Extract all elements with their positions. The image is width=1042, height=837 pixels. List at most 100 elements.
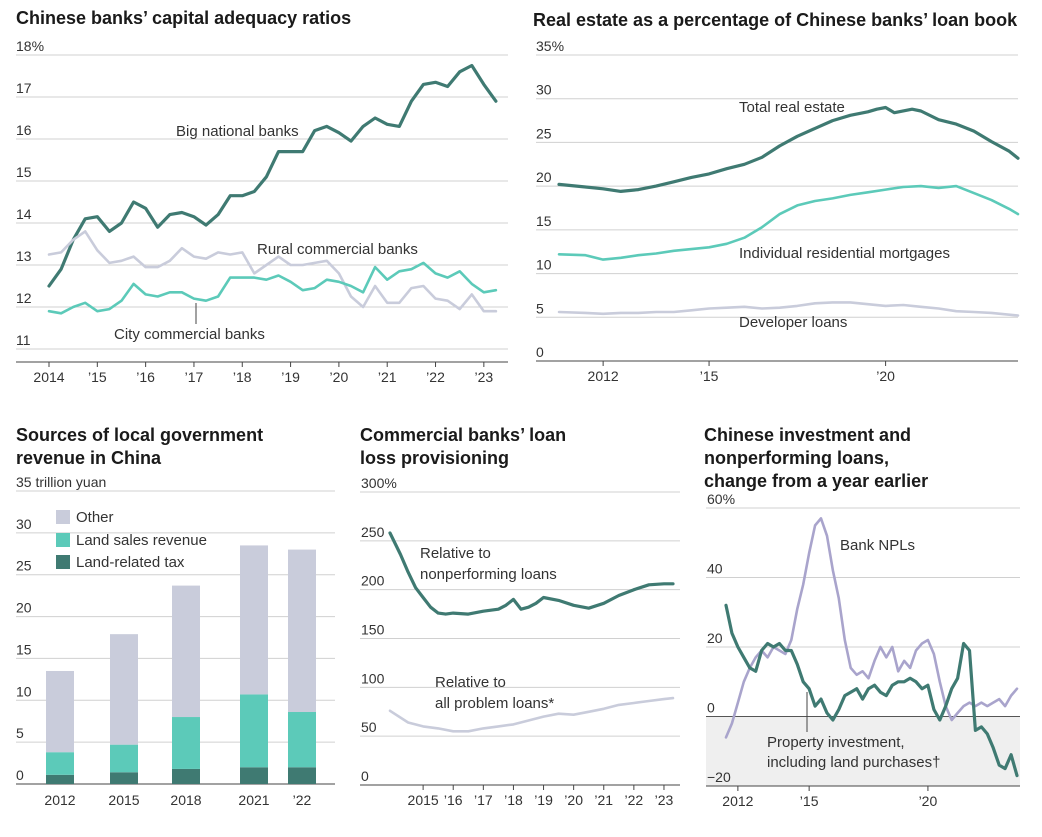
legend-label: Other [76, 509, 114, 526]
x-tick-label: ’23 [474, 369, 493, 385]
annotation-individual-mortgages: Individual residential mortgages [739, 245, 950, 262]
y-tick-label: 300% [361, 475, 397, 491]
bar-segment [110, 744, 138, 773]
y-tick-label: 25 [16, 558, 32, 574]
legend-swatch [56, 533, 70, 547]
series-line [557, 184, 1020, 261]
x-tick-label: ’20 [919, 793, 938, 809]
y-tick-label: 18% [16, 38, 44, 54]
series-line [388, 531, 675, 616]
x-tick-label: 2012 [588, 368, 619, 384]
x-tick-label: ’19 [281, 369, 300, 385]
x-tick-label: ’18 [504, 792, 523, 808]
bar-segment [46, 670, 74, 753]
x-tick-label: ’15 [88, 369, 107, 385]
negative-shading [706, 716, 1020, 786]
x-category-label: 2018 [170, 792, 201, 808]
x-tick-label: ’16 [444, 792, 463, 808]
y-tick-label: 25 [536, 125, 552, 141]
x-tick-label: ’21 [378, 369, 397, 385]
y-tick-label: 200 [361, 573, 385, 589]
y-tick-label: 5 [16, 725, 24, 741]
bar-segment [172, 768, 200, 784]
y-tick-label: 40 [707, 561, 723, 577]
legend-label: Land-related tax [76, 554, 185, 571]
y-tick-label: 30 [16, 516, 32, 532]
y-tick-label: 10 [16, 683, 32, 699]
y-tick-label: 14 [16, 206, 32, 222]
series-line [557, 105, 1020, 193]
x-tick-label: ’20 [564, 792, 583, 808]
bar-segment [288, 549, 316, 713]
x-category-label: 2012 [44, 792, 75, 808]
bar-segment [46, 752, 74, 775]
annotation-property-investment: Property investment, [767, 734, 905, 751]
series-line [47, 63, 498, 288]
legend-swatch [56, 510, 70, 524]
x-tick-label: ’23 [655, 792, 674, 808]
y-tick-label: 15 [16, 641, 32, 657]
y-tick-label: 60% [707, 491, 735, 507]
x-category-label: ’22 [293, 792, 312, 808]
npl-chart-title: Chinese investment and nonperforming loa… [704, 425, 929, 491]
prov-chart-title: Commercial banks’ loan loss provisioning [360, 425, 567, 468]
x-tick-label: ’21 [594, 792, 613, 808]
annotation-relative-to-2: Relative to [435, 674, 506, 691]
y-tick-label: 15 [536, 213, 552, 229]
x-tick-label: ’15 [700, 368, 719, 384]
annotation-bank-npls: Bank NPLs [840, 537, 915, 554]
car-chart-title: Chinese banks’ capital adequacy ratios [16, 8, 352, 28]
y-tick-label: 0 [16, 767, 24, 783]
y-tick-label: 35% [536, 38, 564, 54]
bar-segment [110, 634, 138, 745]
y-tick-label: 17 [16, 80, 32, 96]
series-line [388, 696, 675, 733]
y-tick-label: 50 [361, 719, 377, 735]
annotation-total-real-estate: Total real estate [739, 99, 845, 116]
annotation-rural-commercial-banks: Rural commercial banks [257, 241, 418, 258]
annotation-developer-loans: Developer loans [739, 314, 847, 331]
x-tick-label: ’16 [136, 369, 155, 385]
y-tick-label: 0 [707, 700, 715, 716]
bar-segment [172, 585, 200, 718]
y-tick-label: 250 [361, 524, 385, 540]
annotation-nonperforming-loans: nonperforming loans [420, 566, 557, 583]
y-tick-label: 0 [536, 344, 544, 360]
bar-segment [172, 717, 200, 769]
annotation-relative-to: Relative to [420, 545, 491, 562]
series-line [724, 603, 1019, 778]
x-tick-label: ’15 [800, 793, 819, 809]
bar-segment [46, 774, 74, 784]
series-line [47, 261, 498, 315]
annotation-including-land-purchases: including land purchases† [767, 754, 940, 771]
y-tick-label: 20 [707, 630, 723, 646]
y-tick-label: 5 [536, 300, 544, 316]
annotation-city-commercial-banks: City commercial banks [114, 326, 265, 343]
bar-segment [240, 767, 268, 784]
x-tick-label: ’19 [534, 792, 553, 808]
y-tick-label: 35 trillion yuan [16, 474, 106, 490]
y-tick-label: 11 [16, 332, 31, 348]
series-line [47, 230, 498, 313]
y-tick-label: 13 [16, 248, 32, 264]
x-tick-label: ’22 [625, 792, 644, 808]
x-tick-label: ’20 [876, 368, 895, 384]
x-tick-label: 2014 [33, 369, 64, 385]
bar-segment [240, 694, 268, 768]
y-tick-label: 20 [16, 600, 32, 616]
y-tick-label: 20 [536, 169, 552, 185]
x-tick-label: ’22 [426, 369, 445, 385]
y-tick-label: 16 [16, 122, 32, 138]
x-tick-label: 2012 [722, 793, 753, 809]
x-tick-label: ’20 [330, 369, 349, 385]
x-category-label: 2021 [238, 792, 269, 808]
re-chart-title: Real estate as a percentage of Chinese b… [533, 10, 1018, 30]
annotation-all-problem-loans: all problem loans* [435, 695, 554, 712]
bar-segment [110, 772, 138, 784]
x-tick-label: ’17 [185, 369, 204, 385]
